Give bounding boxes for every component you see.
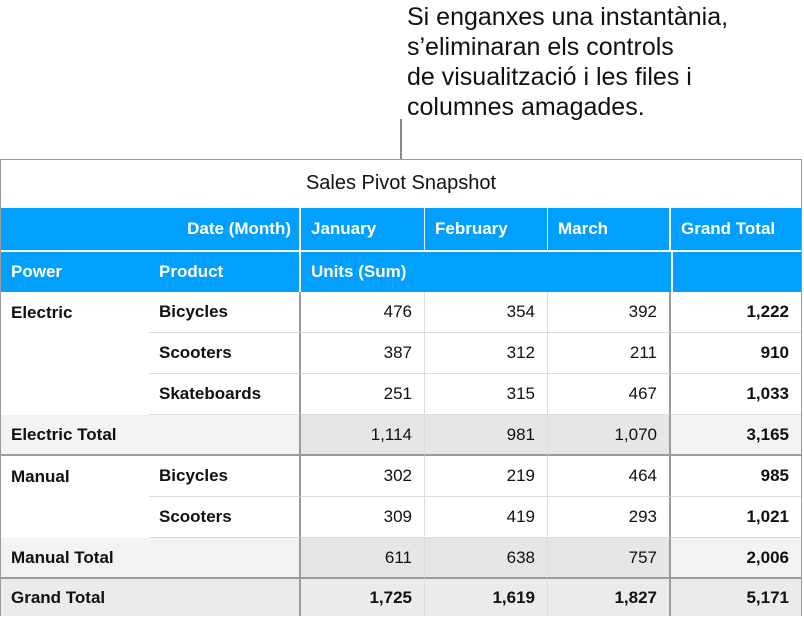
power-cell: Manual [11, 466, 70, 486]
callout-leader-line [400, 119, 402, 159]
subtotal-value: 981 [425, 415, 548, 456]
power-cell [1, 497, 149, 538]
subtotal-value: 638 [425, 538, 548, 579]
table-row[interactable]: Skateboards 251 315 467 1,033 [1, 374, 801, 415]
value-cell: 464 [548, 456, 671, 497]
callout-line: Si enganxes una instantània, [407, 3, 729, 31]
row-total-cell: 1,033 [671, 374, 801, 415]
header-row-columns: Date (Month) January February March Gran… [1, 208, 801, 250]
grand-total-value: 1,827 [548, 579, 671, 616]
header-february[interactable]: February [425, 208, 548, 250]
value-cell: 354 [425, 292, 548, 333]
value-cell: 251 [301, 374, 425, 415]
row-total-cell: 910 [671, 333, 801, 374]
table-title: Sales Pivot Snapshot [305, 172, 497, 194]
row-total-cell: 1,222 [671, 292, 801, 333]
grand-total-value: 1,619 [425, 579, 548, 616]
table-row[interactable]: Manual Bicycles 302 219 464 985 [1, 456, 801, 497]
table-row[interactable]: Scooters 387 312 211 910 [1, 333, 801, 374]
header-power[interactable]: Power [11, 262, 63, 281]
value-cell: 476 [301, 292, 425, 333]
callout-line: de visualització i les files i [407, 63, 692, 91]
product-cell: Bicycles [149, 456, 301, 497]
grand-total-row[interactable]: Grand Total 1,725 1,619 1,827 5,171 [1, 579, 801, 616]
product-cell [149, 415, 301, 456]
header-empty-total [671, 252, 801, 292]
value-cell: 419 [425, 497, 548, 538]
header-row-fields: Power Product Units (Sum) [1, 252, 801, 292]
header-empty [1, 208, 149, 250]
header-units-sum[interactable]: Units (Sum) [311, 262, 407, 281]
power-cell [1, 333, 149, 374]
subtotal-value: 757 [548, 538, 671, 579]
header-january[interactable]: January [301, 208, 425, 250]
table-row[interactable]: Electric Bicycles 476 354 392 1,222 [1, 292, 801, 333]
value-cell: 211 [548, 333, 671, 374]
power-cell: Electric [11, 302, 73, 322]
grand-total-value: 1,725 [301, 579, 425, 616]
product-cell: Bicycles [149, 292, 301, 333]
value-cell: 293 [548, 497, 671, 538]
table-row[interactable]: Scooters 309 419 293 1,021 [1, 497, 801, 538]
power-cell [1, 374, 149, 415]
value-cell: 309 [301, 497, 425, 538]
header-separator [1, 250, 801, 252]
value-cell: 467 [548, 374, 671, 415]
grand-total-total: 5,171 [746, 587, 789, 607]
product-cell: Skateboards [149, 374, 301, 415]
subtotal-value: 1,114 [301, 415, 425, 456]
subtotal-total: 3,165 [671, 415, 801, 456]
product-cell [149, 579, 301, 616]
subtotal-total: 2,006 [671, 538, 801, 579]
header-grand-total[interactable]: Grand Total [681, 219, 776, 238]
callout-line: columnes amagades. [407, 93, 645, 121]
value-cell: 392 [548, 292, 671, 333]
callout-text: Si enganxes una instantània, s’eliminara… [407, 2, 802, 122]
value-cell: 312 [425, 333, 548, 374]
value-cell: 219 [425, 456, 548, 497]
value-cell: 315 [425, 374, 548, 415]
row-total-cell: 1,021 [671, 497, 801, 538]
pivot-table-snapshot[interactable]: Sales Pivot Snapshot Date (Month) Januar… [0, 159, 802, 616]
row-total-cell: 985 [671, 456, 801, 497]
subtotal-value: 1,070 [548, 415, 671, 456]
value-cell: 302 [301, 456, 425, 497]
subtotal-row-electric[interactable]: Electric Total 1,114 981 1,070 3,165 [1, 415, 801, 456]
product-cell: Scooters [149, 497, 301, 538]
subtotal-label: Manual Total [1, 538, 149, 579]
header-march[interactable]: March [548, 208, 671, 250]
grand-total-label: Grand Total [11, 587, 106, 607]
subtotal-value: 611 [301, 538, 425, 579]
subtotal-label: Electric Total [1, 415, 149, 456]
header-product[interactable]: Product [149, 252, 301, 292]
callout-line: s’eliminaran els controls [407, 33, 674, 61]
product-cell [149, 538, 301, 579]
header-date-month[interactable]: Date (Month) [149, 208, 301, 250]
subtotal-row-manual[interactable]: Manual Total 611 638 757 2,006 [1, 538, 801, 579]
value-cell: 387 [301, 333, 425, 374]
product-cell: Scooters [149, 333, 301, 374]
